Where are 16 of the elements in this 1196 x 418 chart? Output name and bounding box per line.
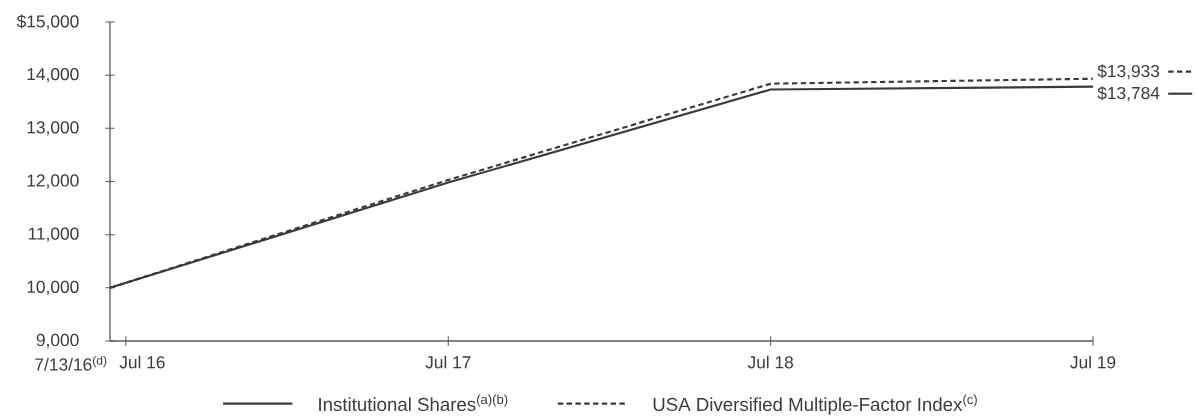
legend-label: USA Diversified Multiple-Factor Index$^{(c)}$ — [653, 394, 977, 415]
x-tick-label: Jul 18 — [747, 355, 793, 369]
y-tick-label: $15,000 — [16, 14, 79, 30]
legend-label: Institutional Shares$^{(a)(b)}$ — [319, 394, 508, 412]
text: 7/13/16$^{(d)}$ — [35, 355, 107, 371]
data-label: $13,784 — [1097, 86, 1160, 102]
x-tick-label: Jul 19 — [1070, 355, 1116, 369]
data-label: $13,933 — [1097, 64, 1160, 80]
y-tick-label: 14,000 — [27, 68, 79, 83]
x-tick-label: Jul 17 — [425, 355, 471, 369]
y-tick-label: 9,000 — [36, 333, 79, 349]
y-tick-label: 11,000 — [28, 227, 79, 242]
x-tick-label: Jul 16 — [119, 355, 165, 369]
y-tick-label: 13,000 — [27, 121, 79, 136]
y-tick-label: 10,000 — [27, 280, 79, 295]
y-tick-label: 12,000 — [27, 174, 79, 189]
